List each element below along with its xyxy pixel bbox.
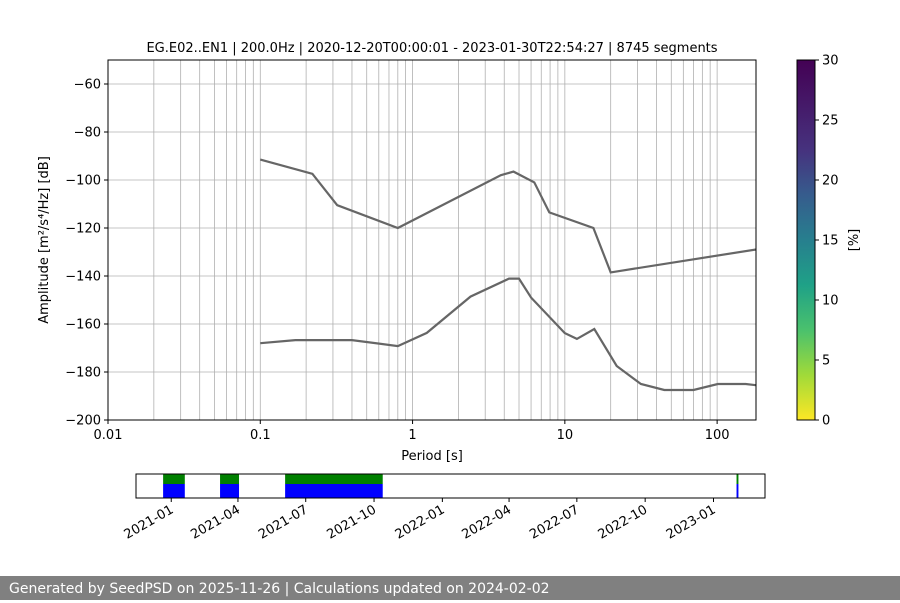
colorbar-tick-label: 5 (822, 354, 830, 369)
colorbar (796, 59, 816, 421)
y-tick-label: −160 (65, 318, 101, 333)
x-tick-label: 0.1 (250, 428, 271, 443)
timeline-tick-label: 2022-10 (596, 502, 651, 542)
x-tick-label: 10 (557, 428, 574, 443)
timeline-segment (285, 484, 383, 498)
timeline-segment-top (163, 474, 185, 484)
y-tick-label: −80 (74, 126, 101, 141)
chart-title: EG.E02..EN1 | 200.0Hz | 2020-12-20T00:00… (146, 41, 717, 56)
y-tick-label: −60 (74, 78, 101, 93)
y-tick-label: −100 (65, 174, 101, 189)
colorbar-tick-label: 20 (822, 174, 839, 189)
timeline-segment (220, 484, 240, 498)
timeline-tick-label: 2021-01 (122, 502, 177, 542)
noise-model-line-nlnm (260, 277, 756, 392)
colorbar-ticks: 0 5 10 15 20 25 30 (815, 54, 839, 429)
y-tick-label: −120 (65, 222, 101, 237)
timeline-tick-label: 2023-01 (664, 502, 719, 542)
y-tick-label: −140 (65, 270, 101, 285)
timeline-tick-label: 2021-10 (324, 502, 379, 542)
colorbar-tick-label: 25 (822, 114, 839, 129)
timeline-segment-top (285, 474, 383, 484)
y-axis-label: Amplitude [m²/s⁴/Hz] [dB] (37, 156, 52, 324)
timeline-frame (135, 473, 766, 499)
timeline-segment-top (736, 474, 739, 484)
axes: 0.01 0.1 1 10 100 −60 −80 −100 −120 −140 −160 −180 −… (65, 78, 729, 444)
timeline-tick-label: 2022-01 (393, 502, 448, 542)
x-tick-label: 1 (408, 428, 416, 443)
timeline-tick-label: 2021-07 (256, 502, 311, 542)
timeline-tick-label: 2022-07 (527, 502, 582, 542)
y-tick-label: −200 (65, 414, 101, 429)
plot-area (108, 60, 756, 420)
plot-frame (107, 59, 757, 421)
noise-model-line-nhnm (260, 158, 756, 274)
timeline-segment (736, 484, 739, 498)
data-availability-timeline (163, 474, 739, 498)
timeline-segment-top (220, 474, 240, 484)
timeline-segment (163, 484, 185, 498)
timeline-tick-label: 2022-04 (460, 502, 515, 542)
x-axis-label: Period [s] (401, 449, 463, 464)
footer-bar: Generated by SeedPSD on 2025-11-26 | Cal… (0, 576, 900, 600)
x-tick-label: 100 (705, 428, 730, 443)
colorbar-tick-label: 10 (822, 294, 839, 309)
colorbar-label: [%] (847, 229, 862, 252)
figure: EG.E02..EN1 | 200.0Hz | 2020-12-20T00:00… (37, 41, 862, 543)
grid (108, 60, 756, 420)
footer-text: Generated by SeedPSD on 2025-11-26 | Cal… (9, 581, 550, 597)
y-tick-label: −180 (65, 366, 101, 381)
noise-model-curves (260, 158, 756, 392)
colorbar-tick-label: 30 (822, 54, 839, 69)
colorbar-tick-label: 0 (822, 414, 830, 429)
timeline-tick-label: 2021-04 (188, 502, 243, 542)
timeline-axis: 2021-01 2021-04 2021-07 2021-10 2022-01 2022-… (122, 498, 719, 543)
x-tick-label: 0.01 (94, 428, 123, 443)
colorbar-tick-label: 15 (822, 234, 839, 249)
